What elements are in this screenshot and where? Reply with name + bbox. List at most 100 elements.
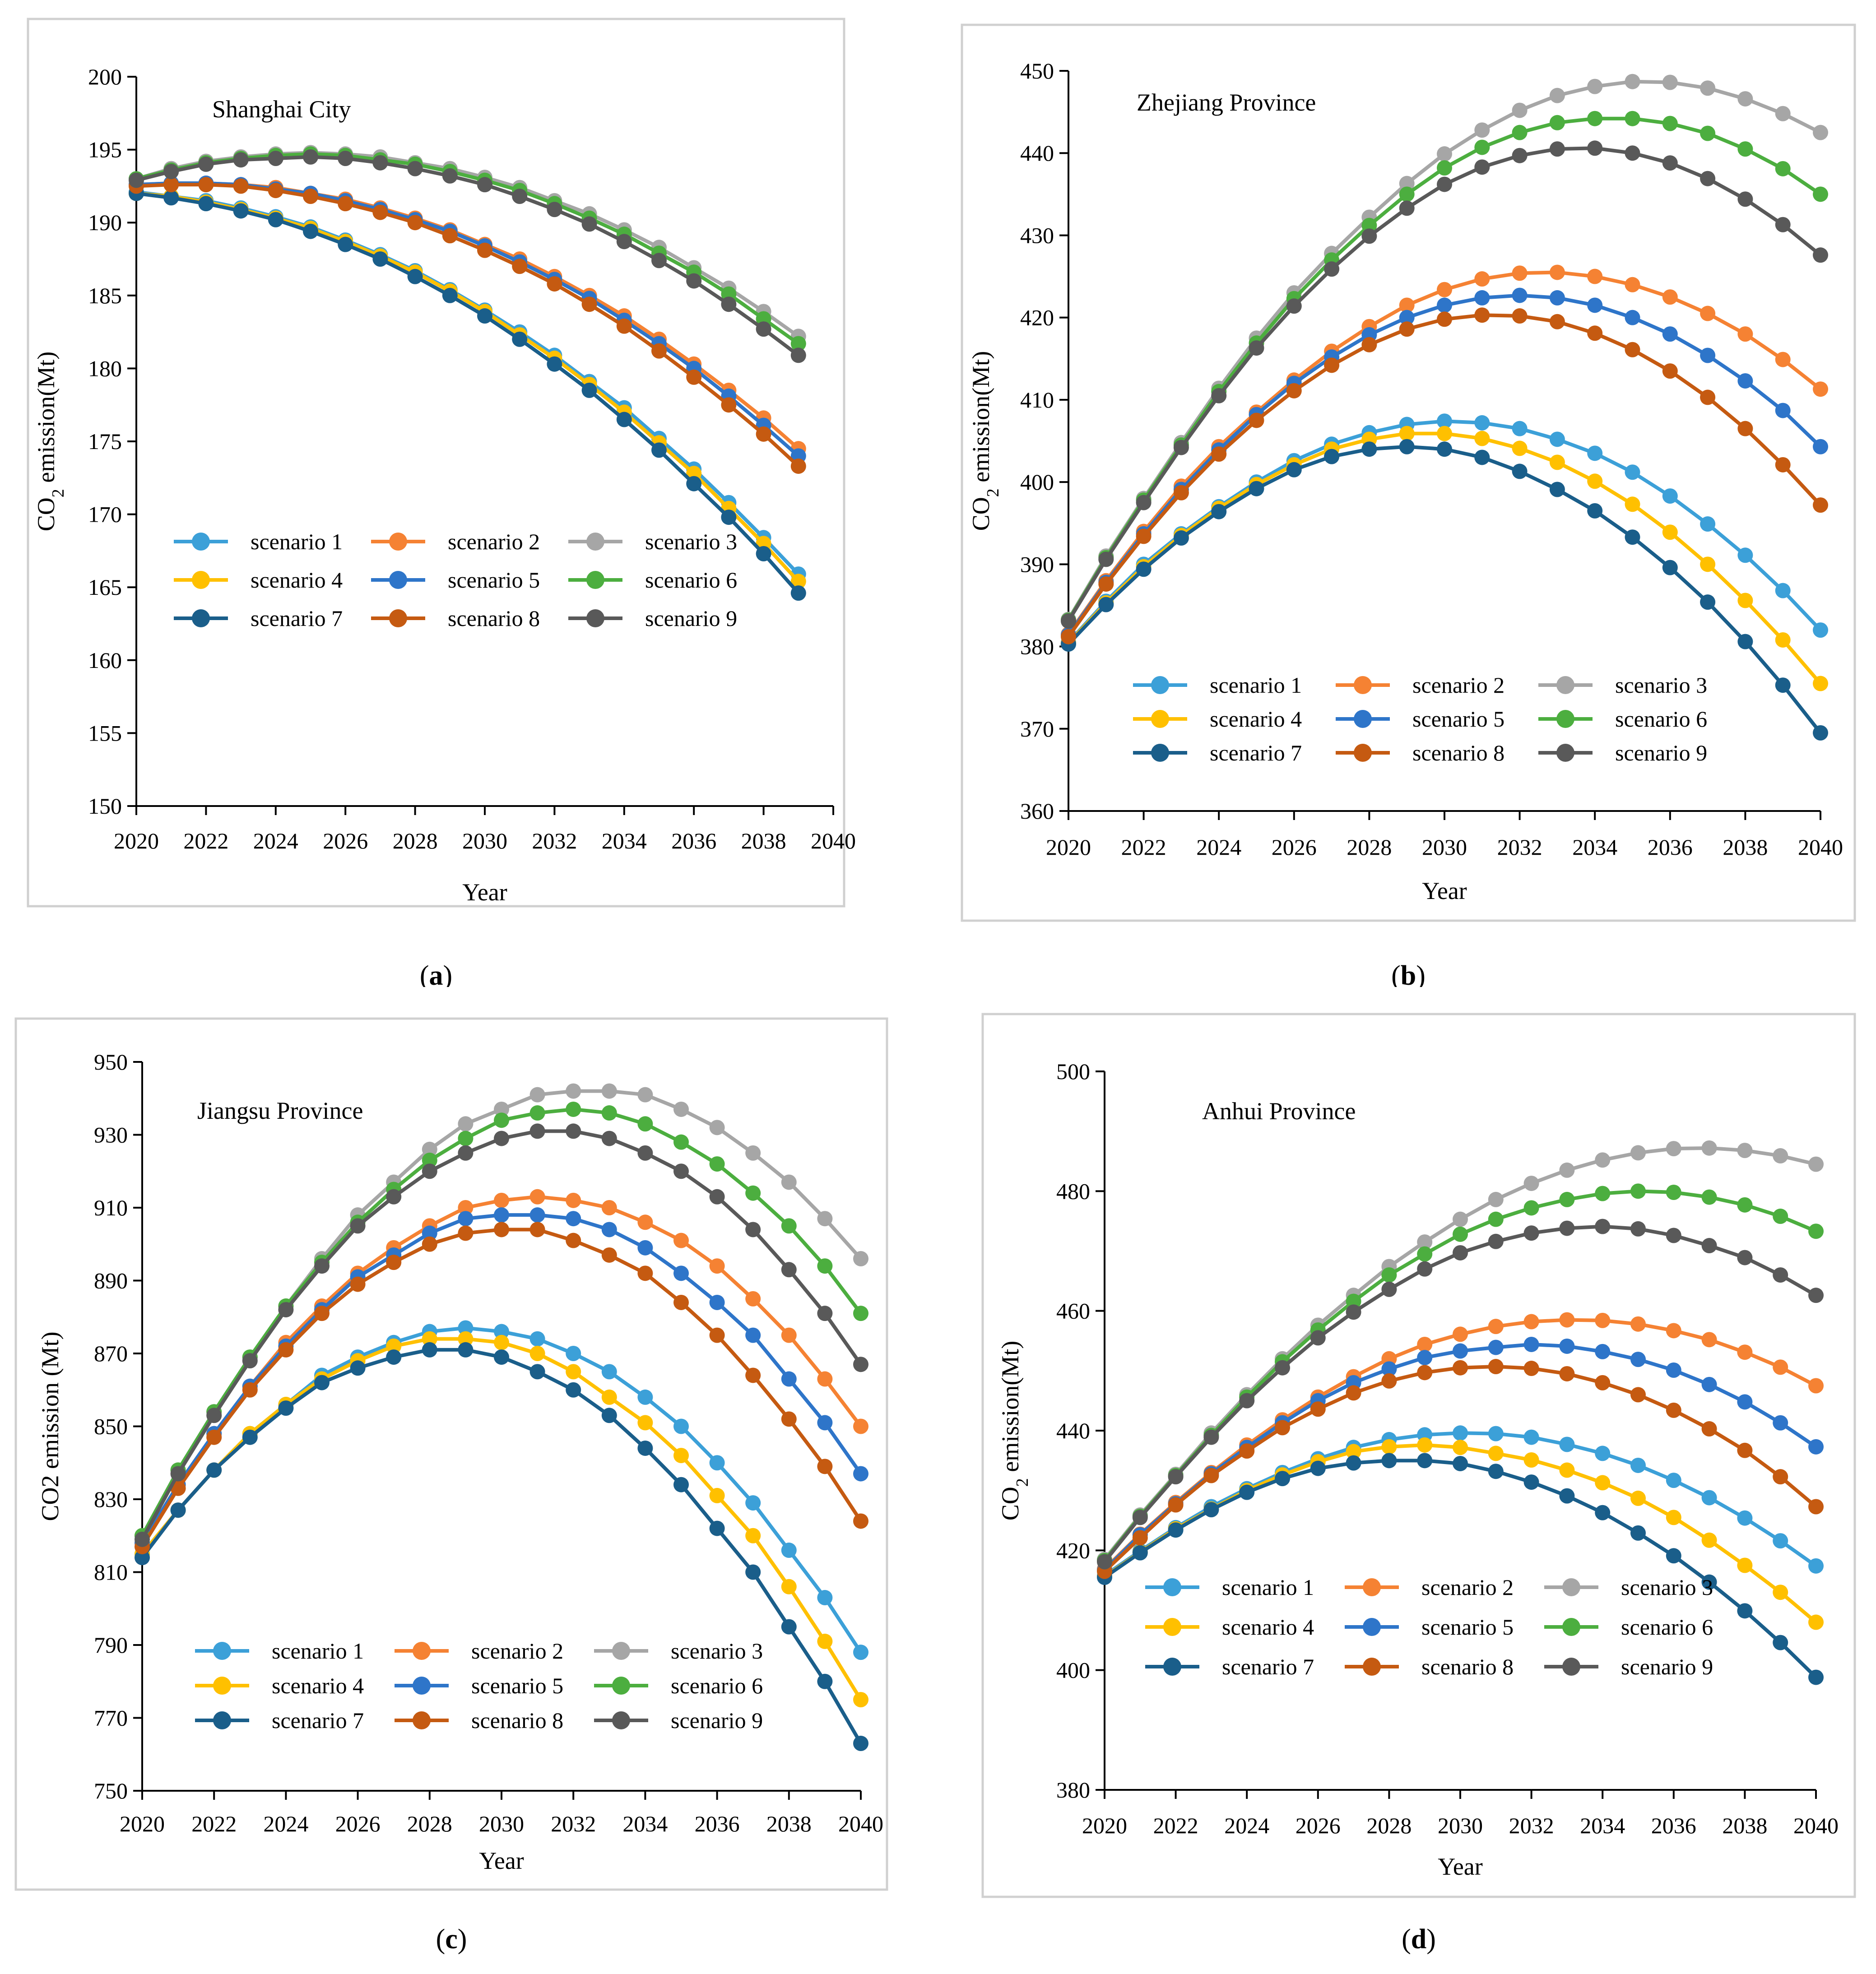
- legend-marker-1: [213, 1642, 231, 1660]
- data-point-s2: [1630, 1316, 1646, 1332]
- legend-marker-2: [1354, 676, 1372, 694]
- chart-title: Zhejiang Province: [1137, 89, 1316, 116]
- y-tick-label: 155: [88, 720, 122, 746]
- legend-label-9: scenario 9: [1615, 740, 1707, 765]
- data-point-s7: [477, 308, 492, 324]
- data-point-s7: [314, 1375, 330, 1390]
- data-point-s8: [1813, 497, 1828, 513]
- legend-marker-8: [413, 1711, 431, 1729]
- data-point-s9: [407, 161, 423, 176]
- data-point-s8: [529, 1222, 545, 1237]
- x-tick-label: 2028: [393, 828, 438, 853]
- data-point-s8: [1136, 528, 1152, 544]
- legend-marker-6: [586, 571, 604, 589]
- data-point-s3: [1737, 1143, 1753, 1158]
- data-point-s8: [1625, 342, 1640, 357]
- x-tick-label: 2022: [1121, 834, 1166, 860]
- data-point-s3: [1775, 106, 1791, 121]
- legend-label-6: scenario 6: [1615, 706, 1707, 732]
- y-tick-label: 160: [88, 648, 122, 673]
- x-tick-label: 2020: [120, 1811, 165, 1836]
- data-point-s9: [1061, 613, 1076, 629]
- data-point-s7: [1737, 1603, 1753, 1619]
- data-point-s3: [817, 1211, 833, 1227]
- data-point-s3: [601, 1083, 617, 1099]
- x-tick-label: 2026: [1272, 834, 1317, 860]
- data-point-s9: [512, 189, 528, 204]
- data-point-s8: [1286, 383, 1302, 399]
- legend-label-8: scenario 8: [448, 606, 540, 631]
- data-point-s7: [581, 382, 597, 398]
- data-point-s9: [458, 1145, 474, 1161]
- data-point-s6: [422, 1153, 437, 1168]
- data-point-s1: [1474, 415, 1490, 431]
- data-point-s9: [338, 150, 353, 166]
- data-point-s3: [1559, 1162, 1575, 1178]
- legend-label-1: scenario 1: [251, 529, 343, 554]
- data-point-s9: [163, 164, 179, 180]
- data-point-s9: [314, 1258, 330, 1274]
- legend-marker-6: [612, 1677, 630, 1695]
- legend-marker-7: [213, 1711, 231, 1729]
- data-point-s4: [745, 1528, 761, 1543]
- legend-marker-1: [1163, 1578, 1181, 1596]
- data-point-s7: [1417, 1453, 1433, 1469]
- data-point-s8: [721, 397, 737, 413]
- data-point-s3: [422, 1141, 437, 1157]
- data-point-s9: [1168, 1469, 1184, 1485]
- legend-label-4: scenario 4: [1222, 1614, 1314, 1640]
- data-point-s2: [529, 1189, 545, 1205]
- data-point-s8: [1061, 629, 1076, 644]
- legend-marker-8: [389, 609, 407, 627]
- data-point-s9: [1097, 1554, 1112, 1570]
- chart-frame: [27, 18, 845, 908]
- legend-label-7: scenario 7: [272, 1708, 364, 1733]
- data-point-s8: [1203, 1468, 1219, 1483]
- data-point-s8: [1662, 363, 1678, 379]
- y-tick-label: 165: [88, 575, 122, 600]
- data-point-s5: [1381, 1361, 1397, 1377]
- y-tick-label: 910: [94, 1195, 128, 1220]
- legend-label-6: scenario 6: [1621, 1614, 1713, 1640]
- data-point-s8: [601, 1247, 617, 1263]
- x-tick-label: 2026: [323, 828, 368, 853]
- data-point-s9: [386, 1189, 402, 1205]
- data-point-s8: [1239, 1443, 1255, 1459]
- data-point-s5: [1587, 297, 1603, 313]
- data-point-s8: [1361, 337, 1377, 352]
- data-point-s7: [1737, 634, 1753, 649]
- data-point-s9: [1239, 1393, 1255, 1409]
- data-point-s9: [1813, 247, 1828, 263]
- data-point-s3: [1630, 1145, 1646, 1161]
- data-point-s6: [1512, 125, 1528, 140]
- data-point-s6: [637, 1116, 653, 1132]
- data-point-s1: [601, 1364, 617, 1380]
- legend-marker-9: [1562, 1658, 1580, 1676]
- data-point-s7: [1587, 503, 1603, 519]
- data-point-s6: [1662, 116, 1678, 131]
- data-point-s8: [1701, 1421, 1717, 1437]
- data-point-s1: [637, 1389, 653, 1405]
- data-point-s2: [1595, 1312, 1611, 1328]
- data-point-s2: [1399, 297, 1415, 313]
- data-point-s9: [1662, 155, 1678, 171]
- legend-label-5: scenario 5: [1421, 1614, 1514, 1640]
- legend-marker-7: [192, 609, 210, 627]
- data-point-s8: [637, 1265, 653, 1281]
- data-point-s7: [1346, 1455, 1361, 1471]
- data-point-s7: [1203, 1502, 1219, 1518]
- data-point-s4: [673, 1448, 689, 1464]
- data-point-s6: [1399, 186, 1415, 202]
- data-point-s8: [1549, 314, 1565, 329]
- legend-label-2: scenario 2: [471, 1638, 563, 1664]
- y-tick-label: 450: [1020, 58, 1054, 83]
- data-point-s3: [709, 1120, 725, 1135]
- data-point-s1: [1701, 1490, 1717, 1506]
- data-point-s9: [303, 149, 318, 165]
- data-point-s2: [673, 1233, 689, 1248]
- data-point-s5: [1512, 287, 1528, 303]
- data-point-s7: [756, 546, 771, 561]
- data-point-s2: [1417, 1336, 1433, 1352]
- data-point-s5: [1488, 1339, 1504, 1355]
- data-point-s2: [1549, 264, 1565, 280]
